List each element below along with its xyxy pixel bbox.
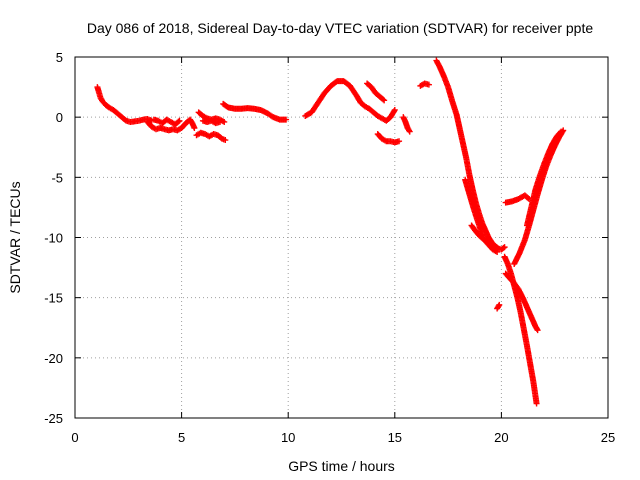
series-sat-e	[195, 109, 228, 125]
y-tick-label: -20	[44, 351, 63, 366]
axis-ticks: 0 5 10 15 20 25 5 0 -5 -10 -15 -20 -25	[44, 50, 615, 445]
data-point	[406, 127, 413, 134]
x-tick-label: 15	[388, 430, 402, 445]
data-point	[396, 138, 403, 145]
x-tick-label: 10	[281, 430, 295, 445]
data-point	[191, 124, 198, 131]
series-sat-j	[374, 131, 403, 146]
data-point	[500, 244, 507, 251]
data-point	[525, 195, 532, 202]
data-point	[557, 129, 564, 136]
data-point	[391, 108, 398, 115]
data-point	[485, 239, 492, 246]
data-point	[283, 116, 290, 123]
series-sat-n	[462, 176, 501, 255]
series-sat-d	[193, 129, 229, 144]
data-point	[176, 117, 183, 124]
x-axis-label: GPS time / hours	[288, 458, 395, 474]
series-sat-g	[220, 100, 290, 123]
x-tick-label: 0	[71, 430, 78, 445]
data-point	[496, 301, 503, 308]
y-tick-label: -5	[51, 170, 63, 185]
data-point	[495, 303, 502, 310]
y-axis-label: SDTVAR / TECUs	[7, 181, 23, 293]
data-point	[380, 96, 387, 103]
plot-frame	[74, 56, 609, 419]
x-tick-label: 5	[178, 430, 185, 445]
chart-title: Day 086 of 2018, Sidereal Day-to-day VTE…	[87, 20, 594, 36]
series-sat-p	[502, 192, 533, 206]
y-tick-label: -10	[44, 231, 63, 246]
x-tick-label: 25	[601, 430, 615, 445]
y-tick-label: -25	[44, 411, 63, 426]
series-sat-f	[199, 117, 223, 127]
data-point	[391, 106, 398, 113]
series-sat-b	[144, 116, 198, 134]
y-tick-label: -15	[44, 291, 63, 306]
x-tick-label: 20	[494, 430, 508, 445]
data-point	[558, 128, 565, 135]
series-sat-m	[433, 57, 508, 253]
series-sat-h	[302, 78, 398, 124]
series-sat-l	[417, 80, 432, 89]
data-point	[494, 248, 501, 255]
data-point	[533, 325, 540, 332]
data-point	[533, 400, 540, 407]
y-tick-label: 0	[56, 110, 63, 125]
series-sat-k	[400, 114, 413, 135]
series-sat-a	[94, 84, 155, 125]
series-sat-i	[364, 80, 388, 104]
data-point	[381, 97, 388, 104]
series-sat-s	[501, 253, 540, 407]
data-point	[501, 244, 508, 251]
data-point	[406, 128, 413, 135]
data-point	[222, 137, 229, 144]
y-tick-label: 5	[56, 50, 63, 65]
series-sat-o	[468, 222, 492, 246]
series-sat-t	[502, 270, 541, 334]
series-sat-r	[523, 128, 565, 229]
data-points	[94, 57, 567, 407]
data-point	[534, 327, 541, 334]
data-point	[216, 118, 223, 125]
data-point	[175, 118, 182, 125]
series-sat-u	[494, 301, 503, 312]
series-sat-c	[150, 116, 183, 128]
data-point	[425, 81, 432, 88]
